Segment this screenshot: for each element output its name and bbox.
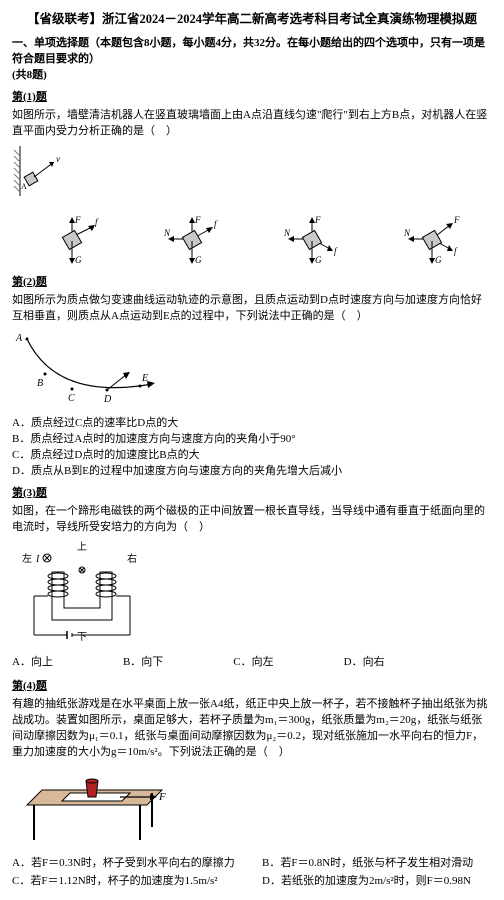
q1-text: 如图所示，墙壁清洁机器人在竖直玻璃墙面上由A点沿直线匀速"爬行"到右上方B点，对…: [12, 108, 492, 140]
svg-text:C: C: [68, 393, 75, 404]
svg-text:D: D: [103, 394, 112, 405]
q1-opt-b-fig: F N f G: [152, 209, 232, 269]
svg-text:A: A: [15, 333, 23, 344]
exam-title: 【省级联考】浙江省2024－2024学年高二新高考选考科目考试全真演练物理模拟题: [12, 10, 492, 28]
q3-opt-a: A．向上: [12, 655, 53, 671]
q1-option-figures: F f G F N f G F N f G F N f: [12, 209, 492, 269]
q3-figure: 上 左 右 I 下: [12, 540, 152, 645]
svg-text:G: G: [75, 255, 82, 265]
q3-opt-b: B．向下: [123, 655, 163, 671]
q3-label: 第(3)题: [12, 486, 492, 502]
svg-text:F: F: [194, 215, 201, 225]
svg-text:v: v: [56, 154, 60, 164]
q2-opt-b: B．质点经过A点时的加速度方向与速度方向的夹角小于90°: [12, 432, 492, 448]
q4-opt-a: A．若F＝0.3N时，杯子受到水平向右的摩擦力: [12, 856, 242, 872]
q4-label: 第(4)题: [12, 679, 492, 695]
section-count: (共8题): [12, 69, 47, 81]
svg-text:E: E: [141, 373, 148, 384]
q2-text: 如图所示为质点做匀变速曲线运动轨迹的示意图，且质点运动到D点时速度方向与加速度方…: [12, 293, 492, 325]
svg-text:上: 上: [77, 541, 87, 553]
q2-opt-d: D．质点从B到E的过程中加速度方向与速度方向的夹角先增大后减小: [12, 464, 492, 480]
q1-opt-a-fig: F f G: [32, 209, 112, 269]
section-header: 一、单项选择题（本题包含8小题，每小题4分，共32分。在每小题给出的四个选项中，…: [12, 36, 492, 84]
q4-options: A．若F＝0.3N时，杯子受到水平向右的摩擦力 B．若F＝0.8N时，纸张与杯子…: [12, 856, 492, 891]
svg-text:A: A: [21, 182, 27, 191]
svg-text:左: 左: [22, 552, 32, 565]
svg-text:G: G: [315, 255, 322, 265]
q2-opt-c: C．质点经过D点时的加速度比B点的大: [12, 448, 492, 464]
svg-text:F: F: [158, 791, 166, 803]
svg-text:F: F: [453, 215, 460, 225]
q4-opt-c: C．若F＝1.12N时，杯子的加速度为1.5m/s²: [12, 874, 242, 890]
q1-stem-figure: v A: [12, 144, 67, 199]
svg-text:B: B: [37, 378, 43, 389]
svg-text:G: G: [195, 255, 202, 265]
svg-text:f: f: [334, 246, 338, 256]
svg-text:N: N: [403, 228, 411, 238]
q1-opt-c-fig: F N f G: [272, 209, 352, 269]
svg-text:f: f: [214, 219, 218, 229]
q2-label: 第(2)题: [12, 275, 492, 291]
q2-opt-a: A．质点经过C点的速率比D点的大: [12, 416, 492, 432]
svg-text:I: I: [35, 554, 40, 565]
q2-figure: A B C D E: [12, 329, 182, 409]
svg-text:f: f: [454, 246, 458, 256]
q4-opt-d: D．若纸张的加速度为2m/s²时，则F＝0.98N: [262, 874, 492, 890]
q4-opt-b: B．若F＝0.8N时，纸张与杯子发生相对滑动: [262, 856, 492, 872]
q3-opt-d: D．向右: [344, 655, 385, 671]
section-text: 一、单项选择题（本题包含8小题，每小题4分，共32分。在每小题给出的四个选项中，…: [12, 37, 485, 65]
q3-opt-c: C．向左: [233, 655, 273, 671]
svg-text:G: G: [435, 255, 442, 265]
q2-options: A．质点经过C点的速率比D点的大 B．质点经过A点时的加速度方向与速度方向的夹角…: [12, 416, 492, 480]
svg-text:右: 右: [127, 552, 137, 565]
q3-text: 如图，在一个蹄形电磁铁的两个磁极的正中间放置一根长直导线，当导线中通有垂直于纸面…: [12, 504, 492, 536]
q1-label: 第(1)题: [12, 90, 492, 106]
q3-options: A．向上 B．向下 C．向左 D．向右: [12, 655, 492, 671]
q1-opt-d-fig: F N f G: [392, 209, 472, 269]
q4-text: 有趣的抽纸张游戏是在水平桌面上放一张A4纸，纸正中央上放一杯子，若不接触杯子抽出…: [12, 697, 492, 761]
svg-text:N: N: [283, 228, 291, 238]
svg-text:N: N: [163, 228, 171, 238]
svg-text:下: 下: [77, 632, 87, 643]
svg-text:f: f: [95, 217, 99, 227]
q4-figure: F: [12, 765, 172, 850]
svg-text:F: F: [314, 215, 321, 225]
svg-text:F: F: [74, 215, 81, 225]
